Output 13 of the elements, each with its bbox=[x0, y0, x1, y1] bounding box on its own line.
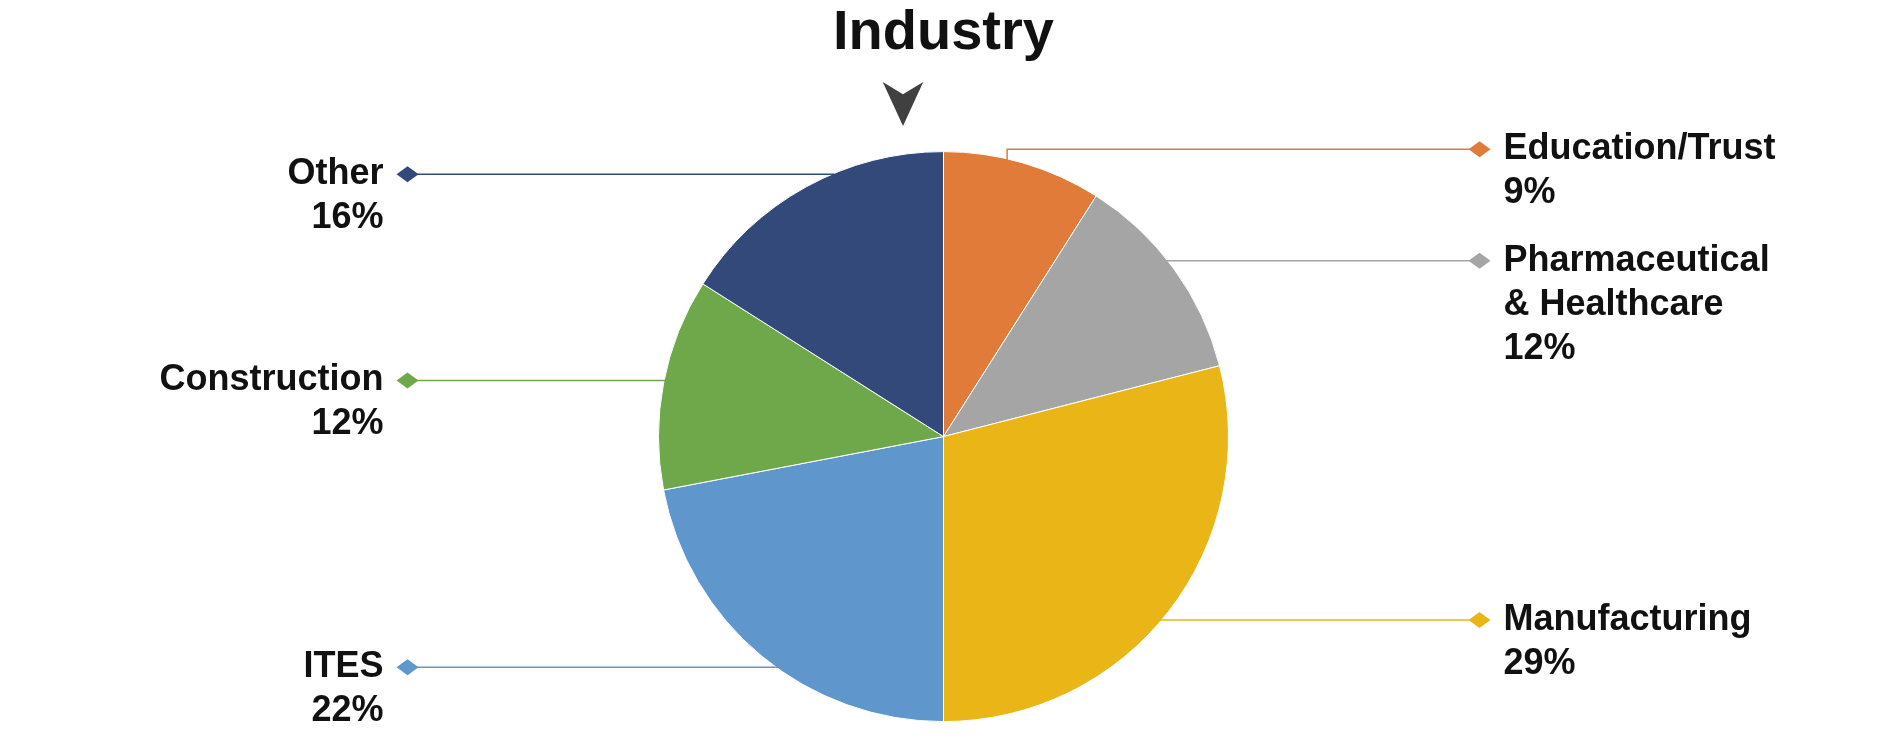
data-label: 9% bbox=[1503, 170, 1556, 212]
legend-label: Manufacturing bbox=[1503, 596, 1752, 638]
data-label: 12% bbox=[311, 401, 384, 443]
data-label: 12% bbox=[1503, 325, 1576, 367]
legend-label: Pharmaceutical & Healthcare bbox=[1503, 237, 1770, 323]
slice-label: Construction bbox=[159, 357, 384, 399]
data-label: 29% bbox=[1503, 640, 1576, 682]
data-label: 22% bbox=[311, 688, 384, 730]
slice-label: ITES bbox=[303, 644, 384, 686]
data-label: 16% bbox=[311, 195, 384, 237]
legend-label: Education/Trust bbox=[1503, 126, 1776, 168]
slice-label: Other bbox=[287, 151, 384, 193]
chart-title: Industry bbox=[833, 0, 1054, 62]
